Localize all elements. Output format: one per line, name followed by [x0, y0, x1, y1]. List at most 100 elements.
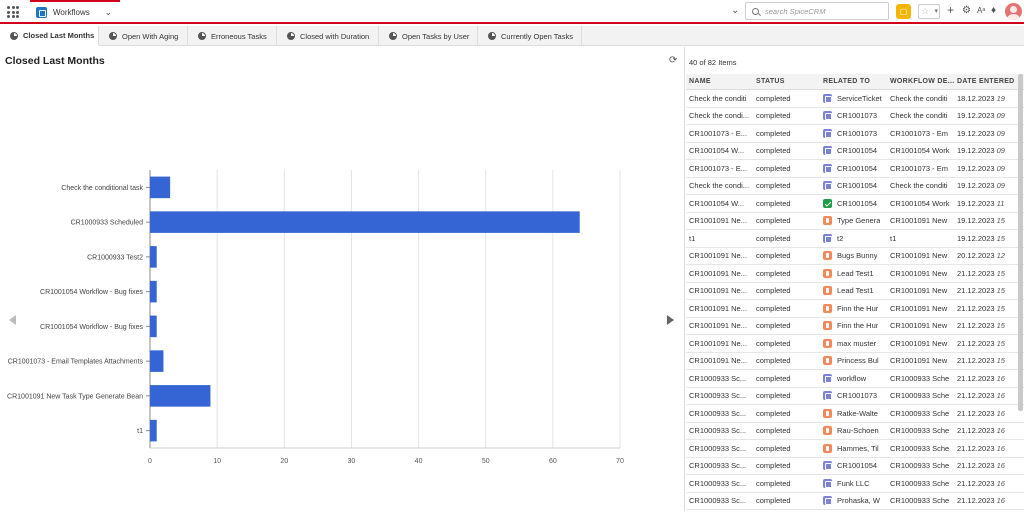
table-row[interactable]: CR1001091 Ne... completed max muster CR1001…: [686, 335, 1024, 353]
row-name[interactable]: CR1000933 Sc...: [689, 426, 747, 436]
column-header-name[interactable]: NAME: [689, 78, 711, 85]
table-row[interactable]: CR1000933 Sc... completed workflow CR100093…: [686, 370, 1024, 388]
row-name[interactable]: CR1001091 Ne...: [689, 268, 747, 278]
table-row[interactable]: CR1001091 Ne... completed Finn the Hur CR10…: [686, 318, 1024, 335]
column-header-status[interactable]: STATUS: [756, 78, 785, 85]
row-name[interactable]: CR1001091 Ne...: [689, 338, 747, 348]
table-row[interactable]: CR1000933 Sc... completed CR1001073 CR10009…: [686, 388, 1024, 405]
app-grid-icon[interactable]: [7, 6, 19, 18]
row-related[interactable]: t2: [820, 233, 887, 243]
row-related[interactable]: CR1001073: [820, 391, 887, 401]
table-row[interactable]: CR1000933 Sc... completed Hammes, Til CR100…: [686, 440, 1024, 458]
next-arrow-icon[interactable]: [667, 315, 674, 325]
row-related[interactable]: Rau-Schoen: [820, 426, 887, 436]
row-name[interactable]: t1: [689, 233, 696, 243]
tab-open-with-aging[interactable]: Open With Aging: [99, 26, 188, 46]
row-name[interactable]: CR1000933 Sc...: [689, 461, 747, 471]
column-header-date[interactable]: DATE ENTERED: [957, 78, 1015, 85]
chart-bar[interactable]: [150, 315, 157, 338]
shortcut-icon[interactable]: ▢: [896, 4, 911, 19]
chevron-down-icon[interactable]: ⌄: [731, 5, 740, 16]
row-name[interactable]: Check the condi...: [689, 111, 750, 121]
row-related[interactable]: ServiceTicket: [820, 93, 887, 103]
chevron-down-icon[interactable]: ▾: [934, 8, 938, 15]
row-related[interactable]: max muster: [820, 338, 887, 348]
row-name[interactable]: CR1000933 Sc...: [689, 391, 747, 401]
row-name[interactable]: CR1001091 Ne...: [689, 356, 747, 366]
refresh-icon[interactable]: ⟳: [669, 55, 678, 66]
table-row[interactable]: CR1001091 Ne... completed Bugs Bunny CR1001…: [686, 248, 1024, 265]
chart-bar[interactable]: [150, 176, 171, 199]
table-row[interactable]: CR1000933 Sc... completed Ratke-Walte CR100…: [686, 405, 1024, 423]
tab-closed-last-months[interactable]: Closed Last Months: [0, 26, 99, 46]
row-related[interactable]: CR1001054: [820, 461, 887, 471]
bell-icon[interactable]: ♦: [991, 5, 997, 16]
global-search-input[interactable]: search SpiceCRM: [745, 2, 889, 20]
row-related[interactable]: workflow: [820, 373, 887, 383]
chart-bar[interactable]: [150, 350, 164, 372]
row-related[interactable]: CR1001054: [820, 198, 887, 208]
chart-bar[interactable]: [150, 246, 157, 268]
row-related[interactable]: Princess Bul: [820, 356, 887, 366]
avatar[interactable]: [1005, 3, 1022, 20]
row-related[interactable]: Finn the Hur: [820, 321, 887, 331]
table-row[interactable]: Check the conditi completed ServiceTicket C…: [686, 90, 1024, 108]
language-icon[interactable]: Aᵃ: [977, 6, 986, 15]
row-related[interactable]: CR1001054: [820, 163, 887, 173]
row-related[interactable]: Lead Test1: [820, 268, 887, 278]
row-related[interactable]: Ratke-Walte: [820, 408, 887, 418]
row-related[interactable]: CR1001054: [820, 181, 887, 191]
table-row[interactable]: CR1001091 Ne... completed Lead Test1 CR1001…: [686, 283, 1024, 300]
row-name[interactable]: CR1001091 Ne...: [689, 286, 747, 296]
row-name[interactable]: CR1001054 W...: [689, 198, 745, 208]
row-related[interactable]: CR1001073: [820, 128, 887, 138]
gear-icon[interactable]: ⚙: [962, 5, 971, 16]
plus-icon[interactable]: +: [947, 3, 955, 17]
favorite-star-icon[interactable]: ☆ ▾: [918, 4, 940, 19]
table-row[interactable]: CR1001054 W... completed CR1001054 CR100105…: [686, 143, 1024, 160]
table-row[interactable]: CR1001091 Ne... completed Lead Test1 CR1001…: [686, 265, 1024, 283]
column-header-related[interactable]: RELATED TO: [823, 78, 871, 85]
row-related[interactable]: Lead Test1: [820, 286, 887, 296]
row-name[interactable]: CR1000933 Sc...: [689, 373, 747, 383]
table-row[interactable]: CR1001073 - E... completed CR1001073 CR1001…: [686, 125, 1024, 143]
row-name[interactable]: CR1001091 Ne...: [689, 303, 747, 313]
row-name[interactable]: CR1001091 Ne...: [689, 321, 747, 331]
table-row[interactable]: CR1001091 Ne... completed Finn the Hur CR10…: [686, 300, 1024, 318]
row-name[interactable]: CR1001091 Ne...: [689, 216, 747, 226]
table-row[interactable]: CR1000933 Sc... completed CR1001054 CR10009…: [686, 458, 1024, 475]
row-name[interactable]: CR1001091 Ne...: [689, 251, 747, 261]
table-row[interactable]: CR1000933 Sc... completed Funk LLC CR100093…: [686, 475, 1024, 493]
row-name[interactable]: CR1000933 Sc...: [689, 496, 747, 506]
table-row[interactable]: CR1001054 W... completed CR1001054 CR100105…: [686, 195, 1024, 213]
row-name[interactable]: CR1001073 - E...: [689, 128, 747, 138]
row-name[interactable]: Check the condi...: [689, 181, 750, 191]
row-related[interactable]: Funk LLC: [820, 478, 887, 488]
module-selector[interactable]: Workflows ⌄: [30, 0, 120, 22]
tab-open-tasks-by-user[interactable]: Open Tasks by User: [379, 26, 478, 46]
table-row[interactable]: CR1001091 Ne... completed Type Genera CR100…: [686, 213, 1024, 230]
row-name[interactable]: CR1000933 Sc...: [689, 478, 747, 488]
row-related[interactable]: CR1001073: [820, 111, 887, 121]
table-row[interactable]: t1 completed t2 t1 19.12.2023 15: [686, 230, 1024, 248]
tab-currently-open-tasks[interactable]: Currently Open Tasks: [478, 26, 582, 46]
row-name[interactable]: CR1001054 W...: [689, 146, 745, 156]
chart-bar[interactable]: [150, 211, 580, 233]
table-row[interactable]: Check the condi... completed CR1001054 Chec…: [686, 178, 1024, 195]
table-row[interactable]: CR1000933 Sc... completed Rau-Schoen CR1000…: [686, 423, 1024, 440]
table-row[interactable]: Check the condi... completed CR1001073 Chec…: [686, 108, 1024, 125]
row-related[interactable]: Prohaska, W: [820, 496, 887, 506]
chart-bar[interactable]: [150, 280, 157, 303]
row-name[interactable]: CR1000933 Sc...: [689, 443, 747, 453]
row-name[interactable]: CR1000933 Sc...: [689, 408, 747, 418]
chevron-down-icon[interactable]: ⌄: [104, 7, 112, 17]
tab-closed-with-duration[interactable]: Closed with Duration: [277, 26, 379, 46]
previous-arrow-icon[interactable]: [9, 315, 16, 325]
row-related[interactable]: Finn the Hur: [820, 303, 887, 313]
row-related[interactable]: Hammes, Til: [820, 443, 887, 453]
column-header-workflow[interactable]: WORKFLOW DE...: [890, 78, 954, 85]
row-name[interactable]: Check the conditi: [689, 93, 747, 103]
table-row[interactable]: CR1001091 Ne... completed Princess Bul CR10…: [686, 353, 1024, 370]
chart-bar[interactable]: [150, 385, 211, 407]
row-name[interactable]: CR1001073 - E...: [689, 163, 747, 173]
